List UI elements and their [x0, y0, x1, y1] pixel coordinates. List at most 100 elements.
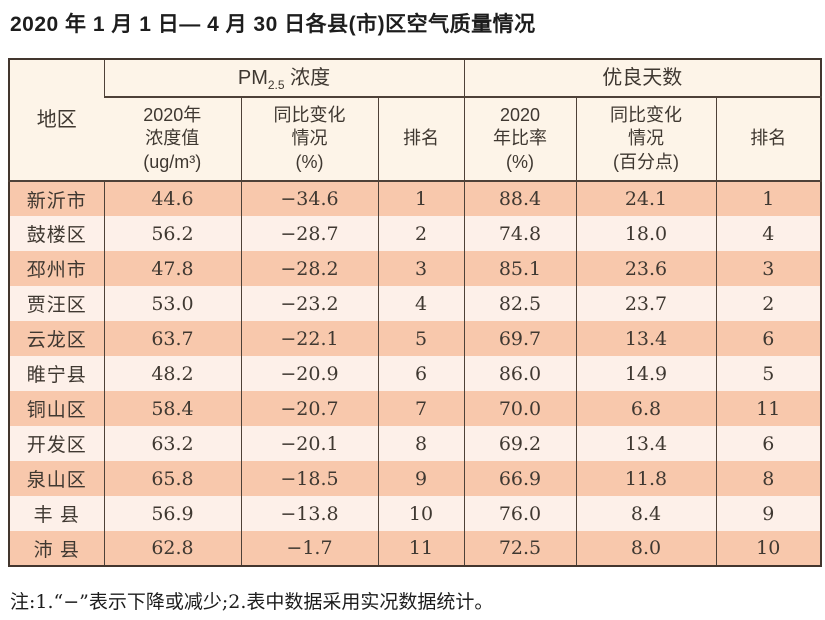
cell-pm-value: 53.0 — [103, 286, 241, 321]
table-body: 新沂市 44.6 −34.6 1 88.4 24.1 1 鼓楼区 56.2 −2… — [9, 181, 821, 566]
cell-pm-change: −1.7 — [240, 531, 378, 566]
pm25-label-subscript: 2.5 — [267, 78, 285, 92]
cell-good-rank: 5 — [715, 356, 821, 391]
cell-pm-rank: 4 — [377, 286, 464, 321]
cell-pm-value: 58.4 — [103, 391, 241, 426]
cell-good-change: 8.0 — [575, 531, 716, 566]
table-row: 云龙区 63.7 −22.1 5 69.7 13.4 6 — [9, 321, 821, 356]
cell-region: 沛 县 — [33, 539, 80, 561]
cell-good-ratio: 86.0 — [463, 356, 576, 391]
cell-pm-change: −18.5 — [240, 461, 378, 496]
cell-pm-rank: 11 — [377, 531, 464, 566]
cell-good-rank: 3 — [715, 251, 821, 286]
table-row: 邳州市 47.8 −28.2 3 85.1 23.6 3 — [9, 251, 821, 286]
cell-pm-change: −20.7 — [240, 391, 378, 426]
cell-good-rank: 6 — [715, 321, 821, 356]
cell-good-change: 13.4 — [575, 321, 716, 356]
table-row: 睢宁县 48.2 −20.9 6 86.0 14.9 5 — [9, 356, 821, 391]
table-row: 鼓楼区 56.2 −28.7 2 74.8 18.0 4 — [9, 216, 821, 251]
table-row: 丰 县 56.9 −13.8 10 76.0 8.4 9 — [9, 496, 821, 531]
cell-pm-change: −28.7 — [240, 216, 378, 251]
cell-good-rank: 9 — [715, 496, 821, 531]
air-quality-table: 地区 PM2.5 浓度 优良天数 2020年 浓度值 (ug/m³) 同比变化 … — [8, 58, 822, 567]
cell-good-ratio: 66.9 — [463, 461, 576, 496]
group-header-pm25: PM2.5 浓度 — [103, 59, 464, 98]
cell-good-change: 14.9 — [575, 356, 716, 391]
col-header-pm-change: 同比变化 情况 (%) — [240, 97, 378, 182]
cell-pm-change: −34.6 — [240, 181, 378, 216]
cell-region: 泉山区 — [26, 470, 87, 491]
cell-region: 铜山区 — [26, 400, 87, 421]
cell-pm-rank: 8 — [377, 426, 464, 461]
sub-header-row: 2020年 浓度值 (ug/m³) 同比变化 情况 (%) 排名 2020 年比… — [9, 97, 821, 182]
cell-good-ratio: 70.0 — [463, 391, 576, 426]
cell-good-ratio: 74.8 — [463, 216, 576, 251]
cell-pm-change: −22.1 — [240, 321, 378, 356]
table-row: 泉山区 65.8 −18.5 9 66.9 11.8 8 — [9, 461, 821, 496]
cell-region: 邳州市 — [26, 260, 87, 281]
cell-region: 睢宁县 — [26, 365, 87, 386]
cell-region: 新沂市 — [26, 190, 87, 212]
cell-pm-value: 62.8 — [103, 531, 241, 566]
cell-good-change: 11.8 — [575, 461, 716, 496]
col-header-good-rank: 排名 — [715, 97, 821, 182]
cell-pm-change: −20.9 — [240, 356, 378, 391]
col-header-pm-value: 2020年 浓度值 (ug/m³) — [104, 97, 241, 182]
cell-good-change: 18.0 — [575, 216, 716, 251]
group-header-row: 地区 PM2.5 浓度 优良天数 — [9, 59, 821, 182]
cell-pm-value: 48.2 — [103, 356, 241, 391]
table-row: 铜山区 58.4 −20.7 7 70.0 6.8 11 — [9, 391, 821, 426]
cell-good-ratio: 69.2 — [463, 426, 576, 461]
cell-pm-value: 63.2 — [103, 426, 241, 461]
table-row: 沛 县 62.8 −1.7 11 72.5 8.0 10 — [9, 531, 821, 566]
cell-region: 鼓楼区 — [26, 225, 87, 246]
cell-good-change: 6.8 — [575, 391, 716, 426]
cell-good-rank: 10 — [715, 531, 821, 566]
table-row: 贾汪区 53.0 −23.2 4 82.5 23.7 2 — [9, 286, 821, 321]
cell-pm-rank: 10 — [377, 496, 464, 531]
group-header-good-days: 优良天数 — [463, 59, 821, 98]
cell-pm-change: −23.2 — [240, 286, 378, 321]
page-title: 2020 年 1 月 1 日— 4 月 30 日各县(市)区空气质量情况 — [10, 13, 536, 36]
cell-good-rank: 1 — [715, 181, 821, 216]
cell-good-rank: 4 — [715, 216, 821, 251]
table-header: 地区 PM2.5 浓度 优良天数 2020年 浓度值 (ug/m³) 同比变化 … — [9, 59, 821, 182]
cell-pm-change: −13.8 — [240, 496, 378, 531]
cell-pm-value: 56.2 — [103, 216, 241, 251]
cell-region: 云龙区 — [26, 330, 87, 351]
cell-pm-rank: 7 — [377, 391, 464, 426]
pm25-label-rest: 浓度 — [284, 67, 331, 89]
cell-region: 贾汪区 — [26, 295, 87, 316]
cell-good-ratio: 88.4 — [463, 181, 576, 216]
pm25-label-base: PM — [237, 67, 268, 89]
cell-good-rank: 6 — [715, 426, 821, 461]
footnote: 注:1.“−”表示下降或减少;2.表中数据采用实况数据统计。 — [10, 591, 494, 613]
col-header-region: 地区 — [9, 59, 104, 182]
cell-pm-rank: 5 — [377, 321, 464, 356]
cell-pm-rank: 9 — [377, 461, 464, 496]
cell-good-ratio: 72.5 — [463, 531, 576, 566]
col-header-good-ratio: 2020 年比率 (%) — [463, 97, 576, 182]
cell-good-rank: 11 — [715, 391, 821, 426]
table-row: 新沂市 44.6 −34.6 1 88.4 24.1 1 — [9, 181, 821, 216]
cell-good-change: 24.1 — [575, 181, 716, 216]
cell-pm-rank: 6 — [377, 356, 464, 391]
cell-good-ratio: 85.1 — [463, 251, 576, 286]
cell-pm-value: 47.8 — [103, 251, 241, 286]
cell-region: 开发区 — [26, 435, 87, 456]
cell-pm-rank: 3 — [377, 251, 464, 286]
cell-pm-change: −20.1 — [240, 426, 378, 461]
cell-pm-value: 63.7 — [103, 321, 241, 356]
cell-pm-value: 44.6 — [103, 181, 241, 216]
cell-good-change: 23.7 — [575, 286, 716, 321]
cell-good-ratio: 76.0 — [463, 496, 576, 531]
table-row: 开发区 63.2 −20.1 8 69.2 13.4 6 — [9, 426, 821, 461]
cell-good-change: 23.6 — [575, 251, 716, 286]
cell-region: 丰 县 — [33, 505, 80, 526]
cell-good-change: 8.4 — [575, 496, 716, 531]
cell-pm-value: 56.9 — [103, 496, 241, 531]
cell-good-rank: 2 — [715, 286, 821, 321]
cell-pm-rank: 2 — [377, 216, 464, 251]
cell-good-rank: 8 — [715, 461, 821, 496]
cell-pm-change: −28.2 — [240, 251, 378, 286]
